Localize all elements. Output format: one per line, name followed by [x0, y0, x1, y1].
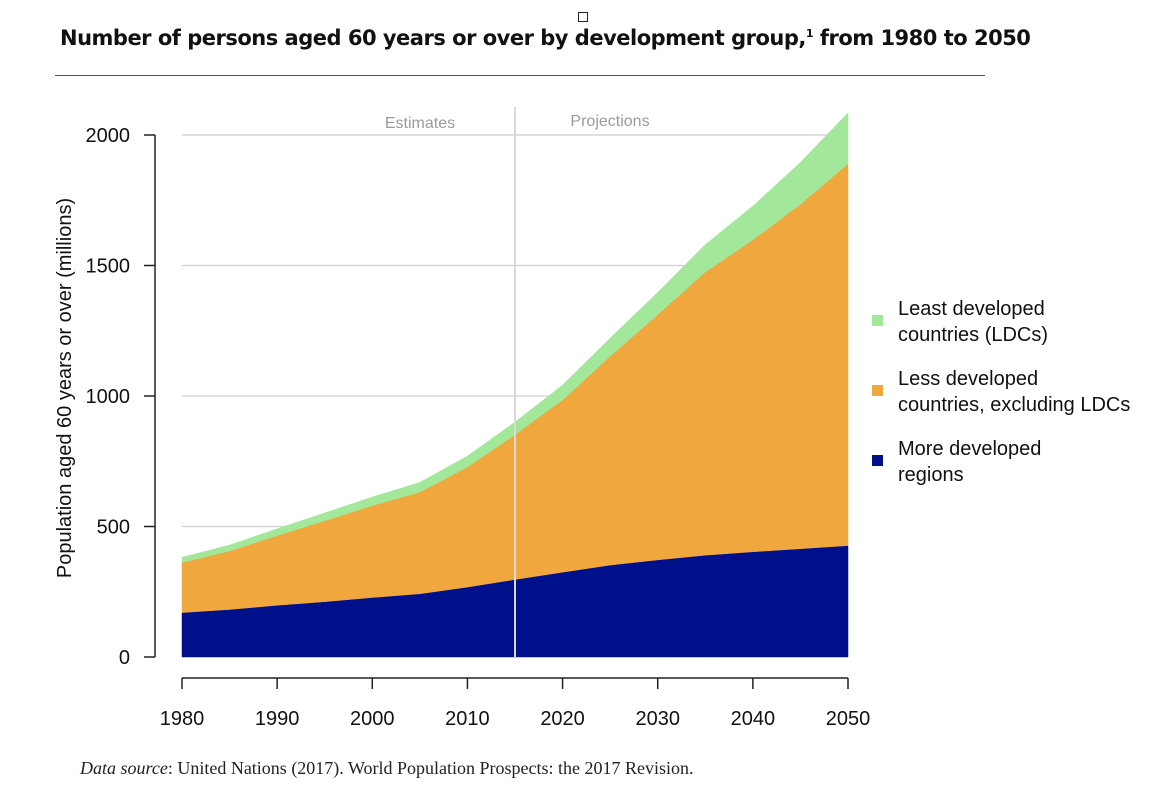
y-tick-label-0: 0 — [119, 647, 130, 669]
x-tick-label-1990: 1990 — [255, 708, 300, 730]
y-axis-label: Population aged 60 years or over (millio… — [54, 198, 76, 578]
estimates-label: Estimates — [385, 115, 455, 132]
title-footnote-ref: 1 — [805, 27, 814, 40]
x-tick-label-2020: 2020 — [540, 708, 585, 730]
projections-label: Projections — [570, 113, 649, 130]
y-tick-label-500: 500 — [97, 517, 130, 539]
title-tail: from 1980 to 2050 — [813, 26, 1031, 50]
y-tick-label-1500: 1500 — [86, 256, 131, 278]
axes: 0 500 1000 1500 2000 Population aged 60 years… — [54, 125, 870, 730]
title-main: Number of persons aged 60 years or over … — [60, 26, 806, 50]
legend: Least developed countries (LDCs) Less de… — [872, 296, 1130, 506]
legend-swatch-more-developed — [872, 455, 883, 466]
x-tick-label-2050: 2050 — [826, 708, 871, 730]
legend-label-less-developed-line1: Less developed — [898, 368, 1039, 390]
legend-label-ldc-line2: countries (LDCs) — [898, 324, 1049, 346]
legend-item-more-developed: More developed regions — [872, 436, 1130, 488]
checkbox-square-icon — [578, 12, 588, 22]
x-tick-label-2030: 2030 — [635, 708, 680, 730]
legend-item-less-developed: Less developed countries, excluding LDCs — [872, 366, 1130, 418]
legend-swatch-ldc — [872, 315, 883, 326]
legend-item-ldc: Least developed countries (LDCs) — [872, 296, 1130, 348]
legend-label-more-developed-line2: regions — [898, 464, 964, 486]
title-rule — [55, 75, 985, 76]
legend-label-more-developed-line1: More developed — [898, 438, 1042, 460]
area-series-2 — [181, 112, 849, 563]
x-tick-label-2000: 2000 — [350, 708, 395, 730]
legend-swatch-less-developed — [872, 385, 883, 396]
legend-label-ldc-line1: Least developed — [898, 298, 1045, 320]
estimates-projections-divider: Estimates Projections — [385, 107, 650, 657]
x-tick-label-2010: 2010 — [445, 708, 490, 730]
chart-title: Number of persons aged 60 years or over … — [60, 26, 1031, 50]
y-tick-label-1000: 1000 — [86, 386, 131, 408]
data-source-text: : United Nations (2017). World Populatio… — [167, 758, 694, 778]
x-tick-label-2040: 2040 — [731, 708, 776, 730]
data-source-label: Data source — [80, 758, 168, 778]
y-tick-label-2000: 2000 — [86, 125, 131, 147]
data-source-note: Data source: United Nations (2017). Worl… — [80, 758, 694, 779]
x-tick-label-1980: 1980 — [160, 708, 205, 730]
legend-label-less-developed-line2: countries, excluding LDCs — [898, 394, 1131, 416]
